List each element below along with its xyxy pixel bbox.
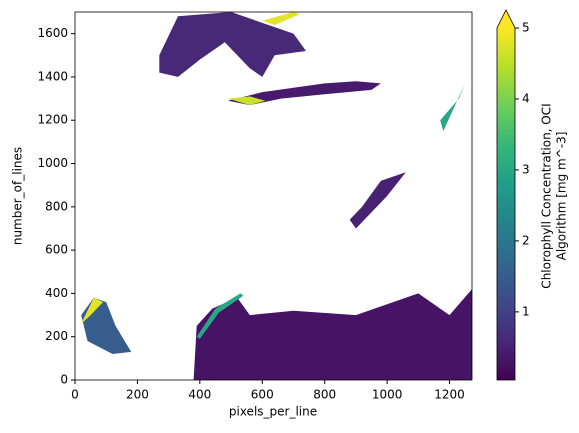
data-region [227,81,381,106]
data-region [193,289,472,380]
x-axis-label: pixels_per_line [229,405,317,419]
colorbar-label: Chlorophyll Concentration, OCI [540,103,554,288]
colorbar-tick-label: 5 [522,21,530,35]
y-tick-label: 1400 [37,69,68,83]
x-tick-label: 800 [313,388,336,402]
x-tick-label: 1200 [434,388,465,402]
colorbar-tick-label: 2 [522,233,530,247]
data-region [349,172,406,229]
data-region [81,297,104,324]
y-tick-label: 600 [45,243,68,257]
data-region [159,12,306,77]
data-region [440,83,466,132]
y-tick-label: 800 [45,199,68,213]
y-tick-label: 1200 [37,113,68,127]
y-tick-label: 1000 [37,156,68,170]
colorbar-label: Algorithm [mg m^-3] [555,132,569,261]
data-region [196,293,244,339]
y-axis-label: number_of_lines [11,147,25,245]
colorbar-tick-label: 3 [522,162,530,176]
colorbar-extend [497,10,515,28]
colorbar [497,28,515,380]
x-tick-label: 1000 [372,388,403,402]
y-tick-label: 400 [45,286,68,300]
data-region [227,96,266,106]
x-tick-label: 400 [188,388,211,402]
data-region [81,297,132,354]
y-tick-label: 1600 [37,26,68,40]
x-tick-label: 200 [126,388,149,402]
y-tick-label: 200 [45,329,68,343]
x-tick-label: 600 [251,388,274,402]
plot-frame [74,11,473,381]
colorbar-outline [496,9,516,381]
colorbar-tick-label: 1 [522,304,530,318]
colorbar-tick-label: 4 [522,91,530,105]
x-tick-label: 0 [71,388,79,402]
y-tick-label: 0 [60,373,68,387]
data-region [262,12,300,25]
